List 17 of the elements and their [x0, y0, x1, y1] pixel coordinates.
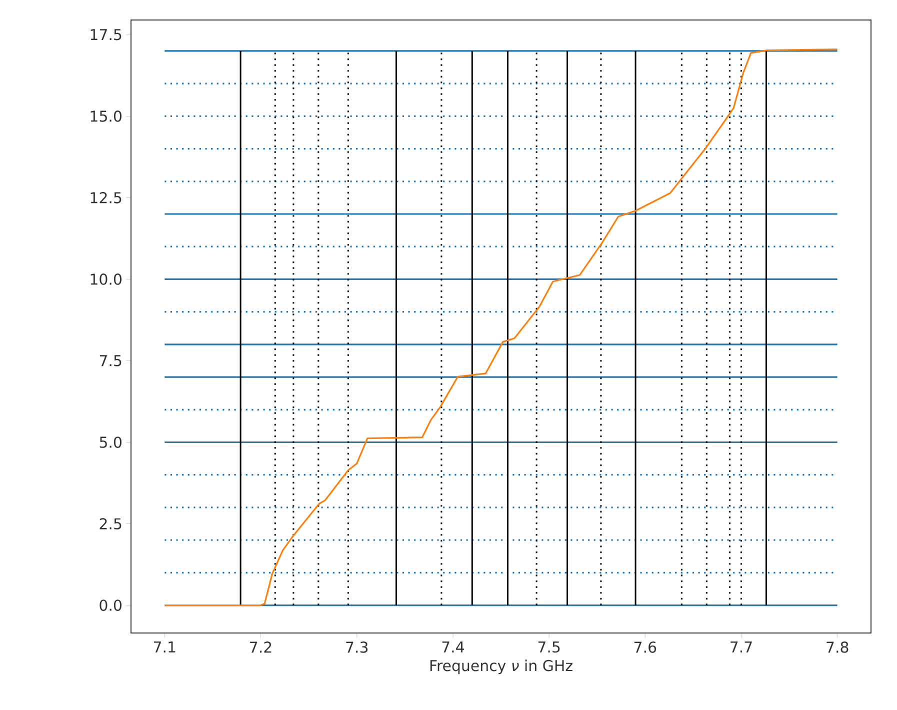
x-tick-label: 7.8 [826, 642, 848, 653]
y-tick-label: 0.0 [100, 600, 122, 611]
x-tick-label: 7.5 [538, 642, 560, 653]
x-axis-title: Frequency ν in GHz [430, 660, 572, 674]
y-tick-label: 15.0 [90, 110, 122, 122]
y-tick-label: 2.5 [100, 518, 122, 530]
y-tick-label: 12.5 [90, 192, 122, 204]
x-tick-label: 7.1 [154, 642, 176, 652]
x-tick-label: 7.6 [634, 642, 656, 653]
x-tick-label: 7.7 [730, 642, 752, 652]
x-tick-label: 7.3 [346, 642, 368, 653]
x-tick-label: 7.2 [250, 642, 272, 653]
y-tick-label: 17.5 [90, 29, 122, 40]
x-tick-label: 7.4 [442, 642, 464, 652]
y-tick-label: 5.0 [100, 436, 122, 448]
y-tick-label: 7.5 [100, 355, 122, 366]
y-tick-label: 10.0 [90, 274, 122, 285]
